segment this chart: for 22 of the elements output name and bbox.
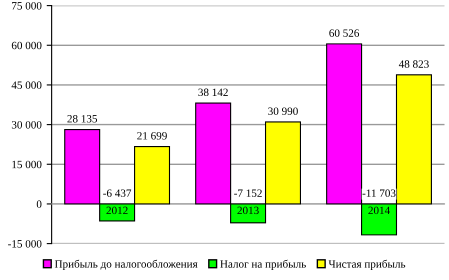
y-tick-label: 0 (36, 200, 42, 208)
data-label: 21 699 (137, 132, 167, 140)
legend-label: Чистая прибыль (328, 260, 406, 270)
data-label: 60 526 (329, 29, 360, 37)
data-label: -11 703 (362, 189, 396, 197)
y-tick-label: 45 000 (12, 81, 42, 89)
y-tick-label: -15 000 (8, 240, 42, 248)
data-label: -6 437 (103, 189, 132, 197)
y-tick-label: 75 000 (12, 2, 42, 10)
y-tick-label: 15 000 (12, 160, 42, 168)
legend-label: Налог на прибыль (220, 260, 306, 270)
data-label: 30 990 (268, 107, 298, 115)
x-tick-label: 2014 (368, 206, 390, 214)
x-tick-label: 2013 (237, 206, 259, 214)
data-label: -7 152 (234, 189, 262, 197)
data-label: 38 142 (198, 88, 228, 96)
y-tick-label: 30 000 (12, 121, 42, 129)
legend-label: Прибыль до налогообложения (54, 260, 198, 270)
x-tick-label: 2012 (106, 206, 128, 214)
y-tick-label: 60 000 (12, 42, 42, 50)
data-label: 28 135 (67, 115, 98, 123)
data-label: 48 823 (398, 60, 429, 68)
